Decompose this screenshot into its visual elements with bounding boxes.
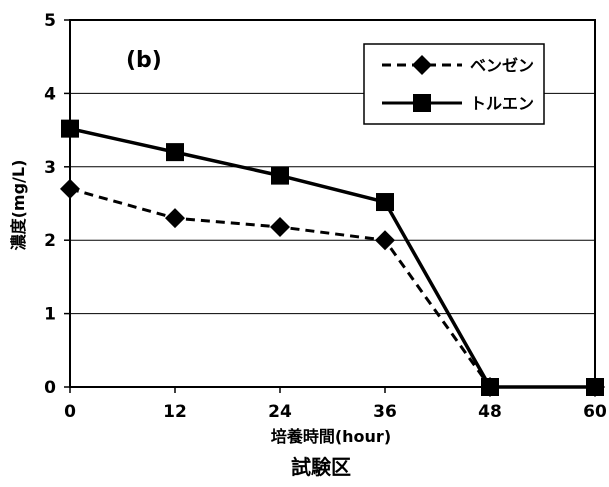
footer-label: 試験区 — [291, 455, 351, 479]
series-1-point-12 — [165, 208, 185, 229]
y-tick-label-3: 3 — [44, 158, 56, 178]
legend-1-marker — [412, 55, 432, 75]
y-tick-label-2: 2 — [44, 231, 56, 251]
x-tick-label-48: 48 — [478, 402, 502, 422]
plot-frame — [69, 19, 596, 388]
series-2-line — [69, 126, 595, 389]
series-1-point-24 — [270, 216, 290, 237]
series-2-point-0 — [61, 119, 79, 138]
legend-2-marker — [413, 94, 431, 112]
x-tick-label-36: 36 — [373, 402, 397, 422]
panel-label: (b) — [126, 48, 162, 73]
x-tick-label-0: 0 — [64, 402, 76, 422]
series-2-point-36 — [376, 193, 394, 212]
x-axis-title: 培養時間(hour) — [271, 427, 391, 446]
series-1-point-0 — [60, 178, 80, 199]
x-tick-label-24: 24 — [268, 402, 292, 422]
y-tick-label-0: 0 — [44, 378, 56, 398]
legend-1-label: ベンゼン — [470, 56, 534, 75]
x-tick-label-60: 60 — [583, 402, 607, 422]
legend-2-label: トルエン — [470, 94, 534, 113]
legend-box — [363, 43, 545, 125]
y-axis-title: 濃度(mg/L) — [9, 160, 28, 251]
series-1-point-36 — [375, 230, 395, 251]
series-1-line — [69, 187, 595, 389]
y-tick-label-1: 1 — [44, 305, 56, 325]
y-tick-label-4: 4 — [44, 84, 56, 104]
series-2-point-12 — [166, 143, 184, 162]
y-tick-label-5: 5 — [44, 11, 56, 31]
series-2-point-24 — [271, 166, 289, 185]
x-tick-label-12: 12 — [163, 402, 187, 422]
